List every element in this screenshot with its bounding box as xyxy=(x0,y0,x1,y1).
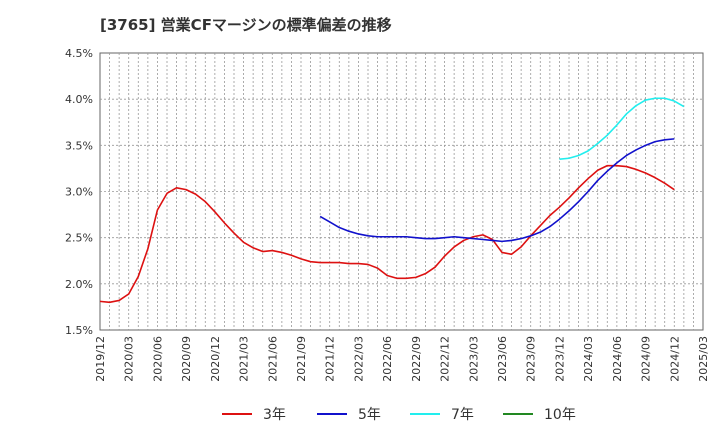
x-tick-label: 2024/09 xyxy=(640,336,653,382)
x-tick-label: 2024/12 xyxy=(668,336,681,382)
x-tick-label: 2021/03 xyxy=(238,336,251,382)
x-tick-label: 2020/09 xyxy=(180,336,193,382)
y-axis-ticks: 1.5% 2.0% 2.5% 3.0% 3.5% 4.0% 4.5% xyxy=(65,47,93,337)
x-tick-label: 2023/09 xyxy=(525,336,538,382)
y-tick-label: 4.5% xyxy=(65,47,93,60)
x-tick-label: 2020/06 xyxy=(151,336,164,382)
y-tick-label: 3.5% xyxy=(65,139,93,152)
x-tick-label: 2022/09 xyxy=(410,336,423,382)
x-tick-label: 2024/06 xyxy=(611,336,624,382)
series-line-0 xyxy=(99,164,675,304)
legend-label-3: 10年 xyxy=(544,407,576,423)
x-tick-label: 2022/06 xyxy=(381,336,394,382)
x-tick-label: 2020/03 xyxy=(123,336,136,382)
x-tick-label: 2019/12 xyxy=(94,336,107,382)
y-tick-label: 2.0% xyxy=(65,278,93,291)
x-tick-label: 2022/12 xyxy=(439,336,452,382)
x-tick-label: 2023/12 xyxy=(553,336,566,382)
series-lines xyxy=(99,97,685,304)
x-tick-label: 2025/03 xyxy=(697,336,710,382)
series-line-2 xyxy=(559,97,685,160)
legend-label-2: 7年 xyxy=(451,407,474,423)
y-tick-label: 1.5% xyxy=(65,324,93,337)
legend: 3年 5年 7年 10年 xyxy=(222,407,576,423)
y-tick-label: 3.0% xyxy=(65,186,93,199)
legend-label-1: 5年 xyxy=(358,407,381,423)
y-tick-label: 4.0% xyxy=(65,93,93,106)
x-axis-ticks: 2019/12 2020/03 2020/06 2020/09 2020/12 2021/… xyxy=(94,336,710,382)
legend-label-0: 3年 xyxy=(263,407,286,423)
x-tick-label: 2021/12 xyxy=(324,336,337,382)
y-tick-label: 2.5% xyxy=(65,232,93,245)
x-tick-label: 2023/06 xyxy=(496,336,509,382)
x-tick-label: 2022/03 xyxy=(352,336,365,382)
x-tick-label: 2021/06 xyxy=(266,336,279,382)
series-line-1 xyxy=(319,138,675,243)
grid-lines xyxy=(100,53,703,330)
x-tick-label: 2020/12 xyxy=(209,336,222,382)
x-tick-label: 2021/09 xyxy=(295,336,308,382)
x-tick-label: 2023/03 xyxy=(467,336,480,382)
chart-title: [3765] 営業CFマージンの標準偏差の推移 xyxy=(100,16,392,34)
x-tick-label: 2024/03 xyxy=(582,336,595,382)
